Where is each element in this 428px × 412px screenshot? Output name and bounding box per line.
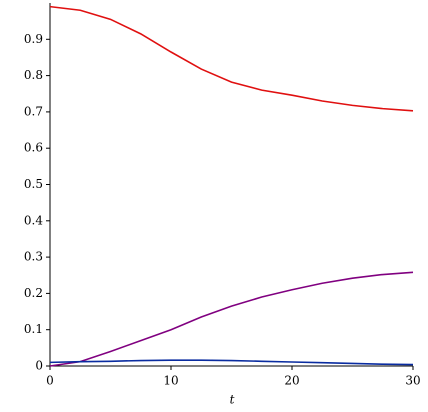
x-tick-label: 0 bbox=[46, 374, 54, 388]
y-tick-label: 0.8 bbox=[24, 68, 43, 82]
y-tick-label: 0.7 bbox=[24, 104, 43, 118]
series-line bbox=[49, 271, 414, 367]
y-tick-label: 0.4 bbox=[24, 213, 43, 227]
y-tick-label: 0.3 bbox=[24, 250, 43, 264]
x-axis-label: t bbox=[230, 393, 235, 407]
series-line bbox=[49, 5, 414, 112]
x-tick-label: 10 bbox=[163, 374, 178, 388]
y-tick-label: 0.2 bbox=[24, 286, 43, 300]
y-tick-label: 0.5 bbox=[24, 177, 43, 191]
y-tick-label: 0.9 bbox=[24, 32, 43, 46]
y-tick-label: 0 bbox=[35, 359, 43, 373]
x-tick-label: 30 bbox=[405, 374, 420, 388]
x-tick-label: 20 bbox=[284, 374, 299, 388]
y-tick-label: 0.6 bbox=[24, 141, 43, 155]
y-tick-label: 0.1 bbox=[24, 322, 43, 336]
series-line bbox=[49, 359, 414, 366]
